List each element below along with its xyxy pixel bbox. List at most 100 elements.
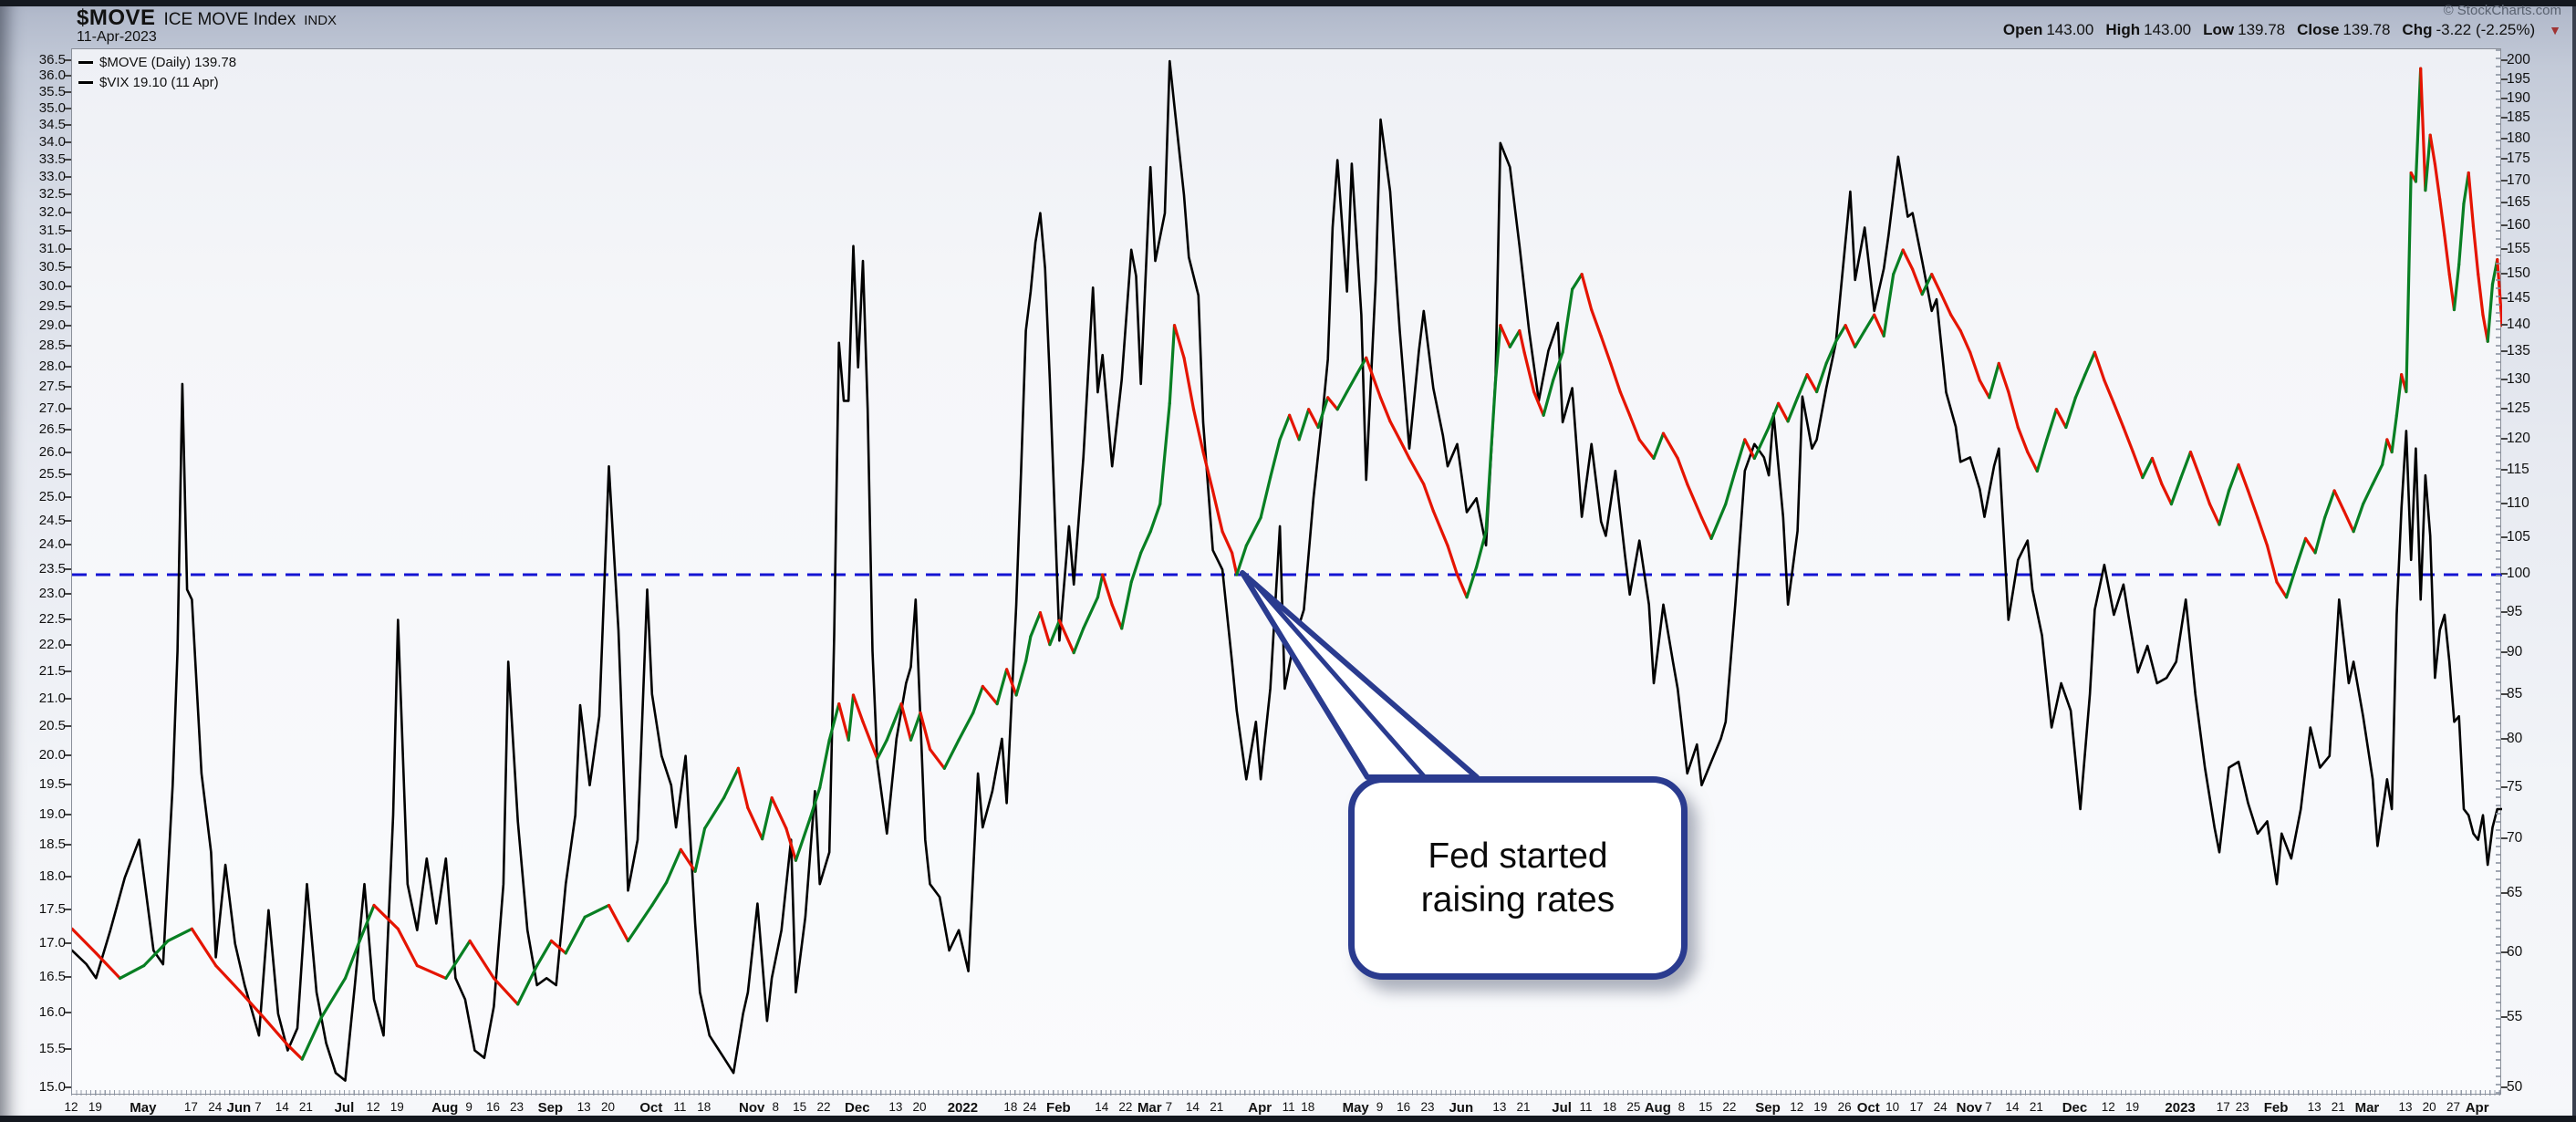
move-segment [1220, 530, 1234, 555]
move-segment [1571, 273, 1584, 291]
move-segment [2457, 202, 2466, 266]
move-segment [142, 939, 170, 968]
move-segment [1038, 611, 1052, 647]
y-axis-label-left: 24.0 [38, 535, 66, 552]
move-segment [2443, 234, 2451, 276]
y-axis-label-left: 36.0 [38, 68, 66, 84]
y-axis-label-left: 21.5 [38, 663, 66, 680]
x-axis-day-label: 9 [1376, 1100, 1384, 1114]
y-axis-label-left: 22.0 [38, 637, 66, 653]
y-axis-tick [2501, 272, 2508, 275]
y-axis-tick [2501, 97, 2508, 99]
move-segment [1269, 438, 1282, 480]
y-axis-label-left: 16.0 [38, 1004, 66, 1021]
y-axis-tick [2501, 891, 2508, 894]
x-axis-day-label: 13 [1492, 1100, 1507, 1114]
move-segment [1618, 390, 1632, 417]
x-axis-day-label: 27 [2446, 1100, 2461, 1114]
move-segment [1863, 313, 1876, 333]
y-axis-label-right: 190 [2507, 89, 2530, 106]
move-segment [1709, 502, 1728, 540]
move-segment [2188, 450, 2202, 480]
move-segment [2179, 450, 2193, 480]
move-segment [736, 766, 750, 810]
move-segment [1958, 328, 1972, 354]
copyright-label: © StockCharts.com [2443, 3, 2561, 18]
quote-low: Low 139.78 [2203, 21, 2286, 38]
move-segment [1326, 396, 1339, 411]
move-segment [1259, 475, 1272, 520]
x-axis-day-label: 20 [912, 1100, 927, 1114]
move-segment [626, 903, 654, 943]
move-segment [1072, 627, 1085, 655]
move-segment [2064, 396, 2077, 430]
y-axis-label-right: 105 [2507, 529, 2530, 545]
move-segment [1599, 334, 1613, 365]
x-axis-month-label: Dec [2062, 1100, 2088, 1116]
legend-label: $MOVE (Daily) 139.78 [99, 54, 237, 70]
move-segment [1805, 373, 1819, 394]
legend-label: $VIX 19.10 (11 Apr) [99, 74, 219, 90]
y-axis-tick [65, 407, 71, 410]
y-axis-tick [65, 305, 71, 307]
move-segment [2150, 456, 2164, 486]
move-segment [2160, 483, 2174, 506]
y-axis-label-left: 30.5 [38, 259, 66, 275]
y-axis-label-right: 75 [2507, 778, 2523, 795]
x-axis-day-label: 18 [1003, 1100, 1018, 1114]
y-axis-tick [65, 124, 71, 127]
y-axis-tick [2501, 350, 2508, 353]
move-segment [72, 927, 98, 955]
move-segment [1949, 313, 1962, 333]
y-axis-label-left: 35.5 [38, 84, 66, 100]
move-segment [928, 747, 946, 770]
move-segment [1844, 324, 1857, 348]
y-axis-label-right: 155 [2507, 241, 2530, 257]
y-axis-label-right: 60 [2507, 943, 2523, 960]
x-axis-day-label: 10 [1885, 1100, 1900, 1114]
move-segment [358, 903, 376, 943]
y-axis-tick [65, 175, 71, 178]
x-axis-day-label: 19 [390, 1100, 404, 1114]
move-segment [2486, 282, 2495, 343]
move-segment [2322, 489, 2336, 520]
y-axis-label-left: 28.5 [38, 338, 66, 354]
move-segment [2303, 536, 2317, 555]
move-segment [861, 720, 879, 761]
x-axis-day-label: 13 [888, 1100, 903, 1114]
move-segment [664, 847, 682, 885]
move-segment [2438, 197, 2446, 238]
x-axis-day-label: 13 [2307, 1100, 2322, 1114]
x-axis-day-label: 13 [2398, 1100, 2413, 1114]
move-segment [286, 1044, 304, 1061]
y-axis-label-right: 185 [2507, 109, 2530, 126]
move-segment [2477, 273, 2485, 317]
move-segment [1522, 350, 1536, 394]
move-segment [1148, 502, 1162, 534]
y-axis-tick [2501, 836, 2508, 839]
x-axis-month-label: Mar [2354, 1100, 2380, 1116]
x-axis-month-label: Oct [1856, 1100, 1880, 1116]
y-axis-label-right: 175 [2507, 151, 2530, 167]
y-axis-label-left: 27.5 [38, 379, 66, 395]
x-axis-month-label: Nov [739, 1100, 765, 1116]
move-segment [1230, 551, 1239, 577]
chg-dropdown-arrow[interactable]: ▼ [2549, 23, 2561, 37]
y-axis-tick [65, 108, 71, 110]
x-axis-day-label: 21 [298, 1100, 313, 1114]
y-axis-tick [2501, 573, 2508, 575]
y-axis-tick [65, 813, 71, 816]
move-segment [1873, 313, 1885, 338]
move-segment [1278, 413, 1292, 442]
x-axis-month-label: 2023 [2165, 1100, 2196, 1116]
y-axis-tick [65, 365, 71, 368]
legend-swatch [78, 60, 93, 64]
move-segment [415, 963, 448, 981]
x-axis-day-label: 25 [1626, 1100, 1641, 1114]
ohlc-quote-row: Open 143.00 High 143.00 Low 139.78 Close 139.78… [2003, 21, 2561, 39]
move-segment [2218, 489, 2231, 526]
move-segment [1743, 438, 1756, 461]
move-segment [837, 702, 850, 742]
move-segment [2419, 67, 2427, 192]
move-segment [1652, 431, 1666, 461]
